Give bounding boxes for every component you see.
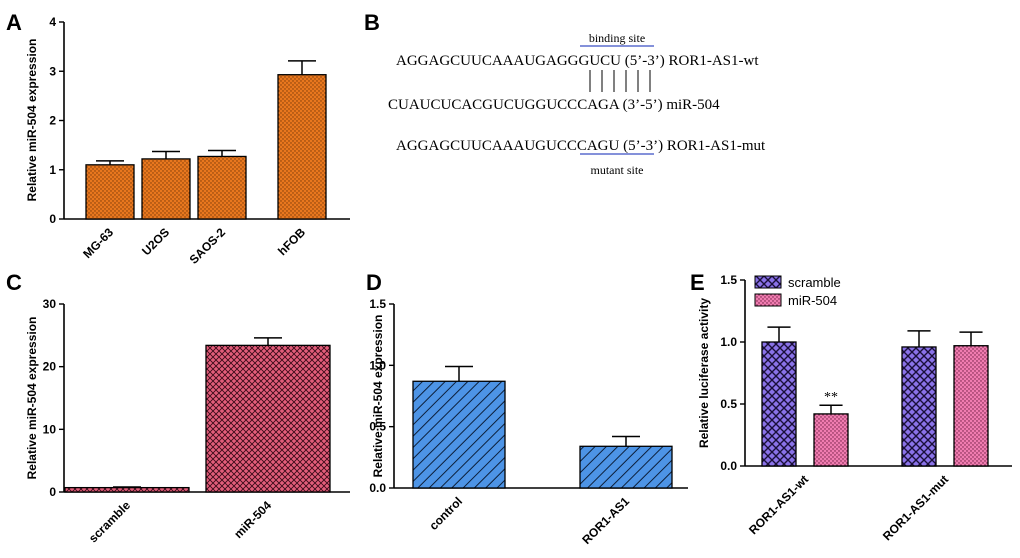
panel-letter-a: A xyxy=(6,10,22,35)
x-category-label: control xyxy=(426,494,465,533)
mir-504-sequence-line: CUAUCUCACGUCUGGUCCCAGA (3’-5’) miR-504 xyxy=(388,97,720,113)
y-axis-title: Relative miR-504 expression xyxy=(25,39,39,202)
bar-scramble xyxy=(901,346,937,467)
y-tick-label: 0.5 xyxy=(369,420,386,434)
y-tick-label: 4 xyxy=(49,15,56,29)
chart-a: 0 1 2 3 4 Relative miR-504 expression MG-63 U2O… xyxy=(25,15,350,267)
panel-letter-c: C xyxy=(6,270,22,295)
bar-saos-2 xyxy=(197,155,247,220)
bar-mir-504 xyxy=(205,344,331,493)
bar-u2os xyxy=(141,158,191,220)
panel-letter-d: D xyxy=(366,270,382,295)
bar-mg-63 xyxy=(85,164,135,220)
x-category-label: ROR1-AS1 xyxy=(579,494,632,547)
x-category-label: hFOB xyxy=(275,225,308,258)
x-category-label: MG-63 xyxy=(80,225,116,261)
y-axis-title: Relative miR-504 expression xyxy=(25,317,39,480)
chart-d: 0.0 0.5 1.0 1.5 Relative miR-504 expression c… xyxy=(369,297,688,547)
y-tick-label: 1.0 xyxy=(720,335,737,349)
bar-scramble xyxy=(64,486,190,493)
y-tick-label: 0.5 xyxy=(720,397,737,411)
panel-letter-b: B xyxy=(364,10,380,35)
legend-label: miR-504 xyxy=(788,293,837,308)
y-tick-label: 2 xyxy=(49,114,56,128)
mut-sequence-line: AGGAGCUUCAAAUGUCCCAGU (5’-3’) ROR1-AS1-m… xyxy=(396,138,766,154)
y-axis-title: Relative luciferase activity xyxy=(697,298,711,448)
wt-binding-site: AGGGUC xyxy=(546,53,610,69)
wt-sequence-line: AGGAGCUUCAAAUGAGGGUCU (5’-3’) ROR1-AS1-w… xyxy=(396,53,759,69)
y-tick-label: 0 xyxy=(49,485,56,499)
x-category-label: scramble xyxy=(86,498,133,545)
legend-label: scramble xyxy=(788,275,841,290)
bar-hfob xyxy=(277,74,327,220)
x-category-label: ROR1-AS1-wt xyxy=(746,472,811,537)
mut-prefix: AGGAGCUUCAAAUG xyxy=(396,138,546,154)
mut-suffix: U (5’-3’) ROR1-AS1-mut xyxy=(609,138,766,154)
y-tick-label: 1.0 xyxy=(369,358,386,372)
y-tick-label: 1.5 xyxy=(369,297,386,311)
pairing-bars xyxy=(589,70,651,92)
significance-marker: ** xyxy=(824,390,838,405)
x-category-label: ROR1-AS1-mut xyxy=(880,472,951,543)
wt-prefix: AGGAGCUUCAAAUG xyxy=(396,53,546,69)
mutant-site-label: mutant site xyxy=(591,163,644,177)
y-tick-label: 1 xyxy=(49,163,56,177)
x-category-label: miR-504 xyxy=(231,498,274,541)
legend-swatch-scramble xyxy=(754,275,782,289)
binding-site-label: binding site xyxy=(589,31,645,45)
y-tick-label: 20 xyxy=(43,360,57,374)
wt-suffix: U (5’-3’) ROR1-AS1-wt xyxy=(610,53,759,69)
y-tick-label: 10 xyxy=(43,422,57,436)
chart-c: 0 10 20 30 Relative miR-504 expression scramb… xyxy=(25,297,350,545)
y-tick-label: 3 xyxy=(49,64,56,78)
bar-control xyxy=(412,380,506,489)
y-tick-label: 0.0 xyxy=(369,481,386,495)
y-axis-title: Relative miR-504 expression xyxy=(371,315,385,478)
panel-letter-e: E xyxy=(690,270,705,295)
y-tick-label: 0.0 xyxy=(720,459,737,473)
bar-ror1-as1 xyxy=(579,445,673,489)
y-tick-label: 0 xyxy=(49,212,56,226)
y-tick-label: 30 xyxy=(43,297,57,311)
bar-mir-504 xyxy=(813,413,849,467)
x-category-label: U2OS xyxy=(139,225,172,258)
bar-scramble xyxy=(761,341,797,467)
y-tick-label: 1.5 xyxy=(720,273,737,287)
chart-e: 0.0 0.5 1.0 1.5 Relative luciferase activity… xyxy=(697,273,1012,543)
x-category-label: SAOS-2 xyxy=(187,225,229,267)
legend-swatch-mir-504 xyxy=(754,293,782,307)
panel-b-sequence: binding site AGGAGCUUCAAAUGAGGGUCU (5’-3… xyxy=(388,31,766,177)
bar-mir-504 xyxy=(953,345,989,467)
mut-site: UCCCAG xyxy=(546,138,609,154)
